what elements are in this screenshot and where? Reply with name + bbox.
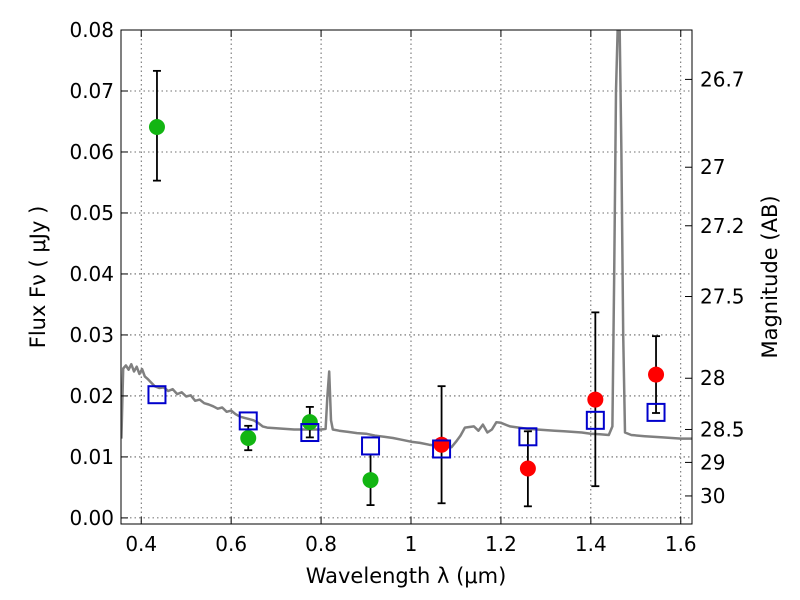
measured-green-point xyxy=(240,430,257,447)
y2-tick-label: 27 xyxy=(700,155,725,179)
y2-tick-label: 26.7 xyxy=(700,67,745,91)
y2-axis-label: Magnitude (AB) xyxy=(758,195,782,358)
measured-green-point xyxy=(148,118,165,135)
y-tick-label: 0.00 xyxy=(69,506,114,530)
plot-frame xyxy=(120,29,693,525)
y2-tick-label: 27.2 xyxy=(700,214,745,238)
y2-tick-label: 29 xyxy=(700,450,725,474)
x-tick-label: 1 xyxy=(405,532,418,556)
y-tick-label: 0.02 xyxy=(69,384,114,408)
plot-background xyxy=(121,30,692,524)
model-spectrum-layer xyxy=(121,30,692,449)
model-photometry-square xyxy=(432,439,452,459)
y-tick-label: 0.08 xyxy=(69,18,114,42)
y-tick-label: 0.04 xyxy=(69,262,114,286)
x-tick-label: 1.2 xyxy=(485,532,517,556)
y-tick-label: 0.05 xyxy=(69,201,114,225)
model-photometry-square xyxy=(585,410,605,430)
y2-tick-label: 28 xyxy=(700,366,725,390)
x-tick-label: 1.6 xyxy=(665,532,697,556)
model-photometry-square xyxy=(147,385,167,405)
y-tick-label: 0.06 xyxy=(69,140,114,164)
y2-tick-label: 30 xyxy=(700,484,725,508)
model-photometry-square xyxy=(300,423,320,443)
y2-tick-label: 28.5 xyxy=(700,417,745,441)
y-tick-label: 0.07 xyxy=(69,79,114,103)
y-tick-label: 0.03 xyxy=(69,323,114,347)
measured-green-point xyxy=(301,414,318,431)
x-tick-label: 1.4 xyxy=(575,532,607,556)
model-photometry-square xyxy=(361,436,381,456)
measured-red-point xyxy=(519,460,536,477)
model-photometry-square xyxy=(646,402,666,422)
y-tick-label: 0.01 xyxy=(69,445,114,469)
model-photometry-square xyxy=(238,411,258,431)
measured-green-point xyxy=(362,472,379,489)
y2-tick-label: 27.5 xyxy=(700,285,745,309)
y-axis-label: Flux Fν ( μJy ) xyxy=(26,206,50,349)
model-spectrum-line xyxy=(121,30,692,449)
x-axis-label: Wavelength λ (μm) xyxy=(306,564,507,588)
x-tick-label: 0.8 xyxy=(305,532,337,556)
data-markers xyxy=(147,118,666,489)
measured-red-point xyxy=(648,366,665,383)
x-tick-label: 0.4 xyxy=(125,532,157,556)
model-photometry-square xyxy=(518,427,538,447)
x-tick-label: 0.6 xyxy=(215,532,247,556)
measured-red-point xyxy=(587,391,604,408)
measured-red-point xyxy=(433,436,450,453)
axis-ticks: 0.4 0.6 0.8 1 1.2 1.4 1.6 0.00 0.01 0.02 0.03 0.04 0… xyxy=(69,18,744,556)
